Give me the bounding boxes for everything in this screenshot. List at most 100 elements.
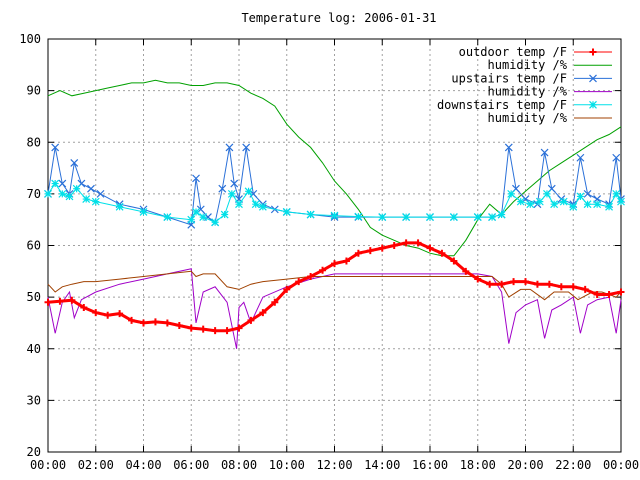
data-point <box>82 195 91 203</box>
data-point <box>504 143 513 152</box>
data-point <box>462 267 470 275</box>
data-point <box>163 213 172 222</box>
data-point <box>151 318 159 326</box>
x-tick-label: 06:00 <box>173 458 209 472</box>
data-point <box>605 202 613 211</box>
x-tick-label: 16:00 <box>412 458 448 472</box>
data-point <box>550 200 559 209</box>
data-point <box>414 239 422 247</box>
x-tick-label: 12:00 <box>316 458 352 472</box>
legend-swatch-marker <box>589 48 597 56</box>
data-point <box>486 280 494 288</box>
data-point <box>612 153 621 162</box>
data-point <box>51 179 60 188</box>
data-point <box>307 272 315 280</box>
data-point <box>330 211 339 220</box>
data-point <box>192 208 200 216</box>
data-point <box>593 200 602 209</box>
data-point <box>354 212 363 221</box>
data-point <box>426 213 434 222</box>
data-point <box>72 184 81 193</box>
data-point <box>402 213 411 222</box>
y-tick-label: 20 <box>27 445 41 459</box>
data-point <box>199 325 207 333</box>
series-line <box>47 268 622 349</box>
data-point <box>96 189 105 198</box>
data-point <box>70 158 79 167</box>
data-point <box>104 311 112 319</box>
data-point <box>450 257 458 265</box>
data-point <box>543 189 551 198</box>
series-line <box>47 270 622 301</box>
legend: outdoor temp /F humidity /% upstairs temp … <box>437 45 612 125</box>
legend-label: upstairs temp /F <box>451 71 567 85</box>
data-point <box>116 310 124 318</box>
data-point <box>522 278 529 286</box>
data-point <box>507 189 516 198</box>
y-tick-label: 60 <box>27 239 41 253</box>
data-point <box>342 257 350 265</box>
data-point <box>187 215 196 224</box>
data-point <box>533 280 541 288</box>
data-point <box>211 218 220 227</box>
data-point <box>354 249 362 257</box>
data-point <box>128 316 136 324</box>
legend-swatch-marker <box>589 74 597 83</box>
series-3 <box>47 268 622 349</box>
data-point <box>223 327 231 335</box>
data-point <box>58 179 67 188</box>
y-axis-tick-labels: 20 30 40 50 60 70 80 90 100 <box>19 32 41 459</box>
data-point <box>390 242 398 249</box>
data-point <box>87 184 95 193</box>
data-point <box>331 260 338 268</box>
data-point <box>51 143 60 152</box>
data-point <box>56 297 64 305</box>
data-point <box>192 174 200 183</box>
data-point <box>175 322 183 330</box>
data-point <box>258 202 267 211</box>
data-point <box>473 213 482 222</box>
data-point <box>92 309 100 317</box>
y-tick-label: 40 <box>27 342 41 356</box>
data-point <box>230 179 239 188</box>
data-point <box>366 247 374 255</box>
x-tick-label: 18:00 <box>460 458 496 472</box>
legend-label: humidity /% <box>488 111 568 125</box>
data-point <box>235 200 243 209</box>
data-point <box>545 280 553 288</box>
data-point <box>220 210 229 219</box>
data-point <box>535 197 544 206</box>
y-tick-label: 50 <box>27 290 41 304</box>
data-point <box>576 153 585 162</box>
series-1 <box>47 79 622 257</box>
series-4 <box>44 179 625 227</box>
data-point <box>44 189 52 198</box>
data-point <box>140 319 147 327</box>
data-point <box>559 197 568 206</box>
data-point <box>569 283 577 291</box>
data-point <box>187 324 195 332</box>
x-tick-label: 04:00 <box>125 458 161 472</box>
x-tick-label: 22:00 <box>555 458 591 472</box>
data-point <box>283 285 291 293</box>
data-point <box>510 278 518 286</box>
data-point <box>199 213 208 222</box>
data-point <box>581 285 589 293</box>
legend-label: outdoor temp /F <box>459 45 567 59</box>
data-point <box>593 291 601 299</box>
series-0 <box>44 239 625 335</box>
data-point <box>569 202 578 211</box>
data-point <box>44 298 52 306</box>
data-point <box>617 288 625 296</box>
y-tick-label: 30 <box>27 393 41 407</box>
data-point <box>242 143 251 152</box>
x-tick-label: 08:00 <box>221 458 257 472</box>
data-point <box>282 208 291 216</box>
data-point <box>235 324 243 332</box>
data-point <box>498 280 506 288</box>
data-point <box>576 192 585 201</box>
data-point <box>488 213 496 222</box>
data-point <box>378 213 387 222</box>
data-point <box>115 202 124 211</box>
